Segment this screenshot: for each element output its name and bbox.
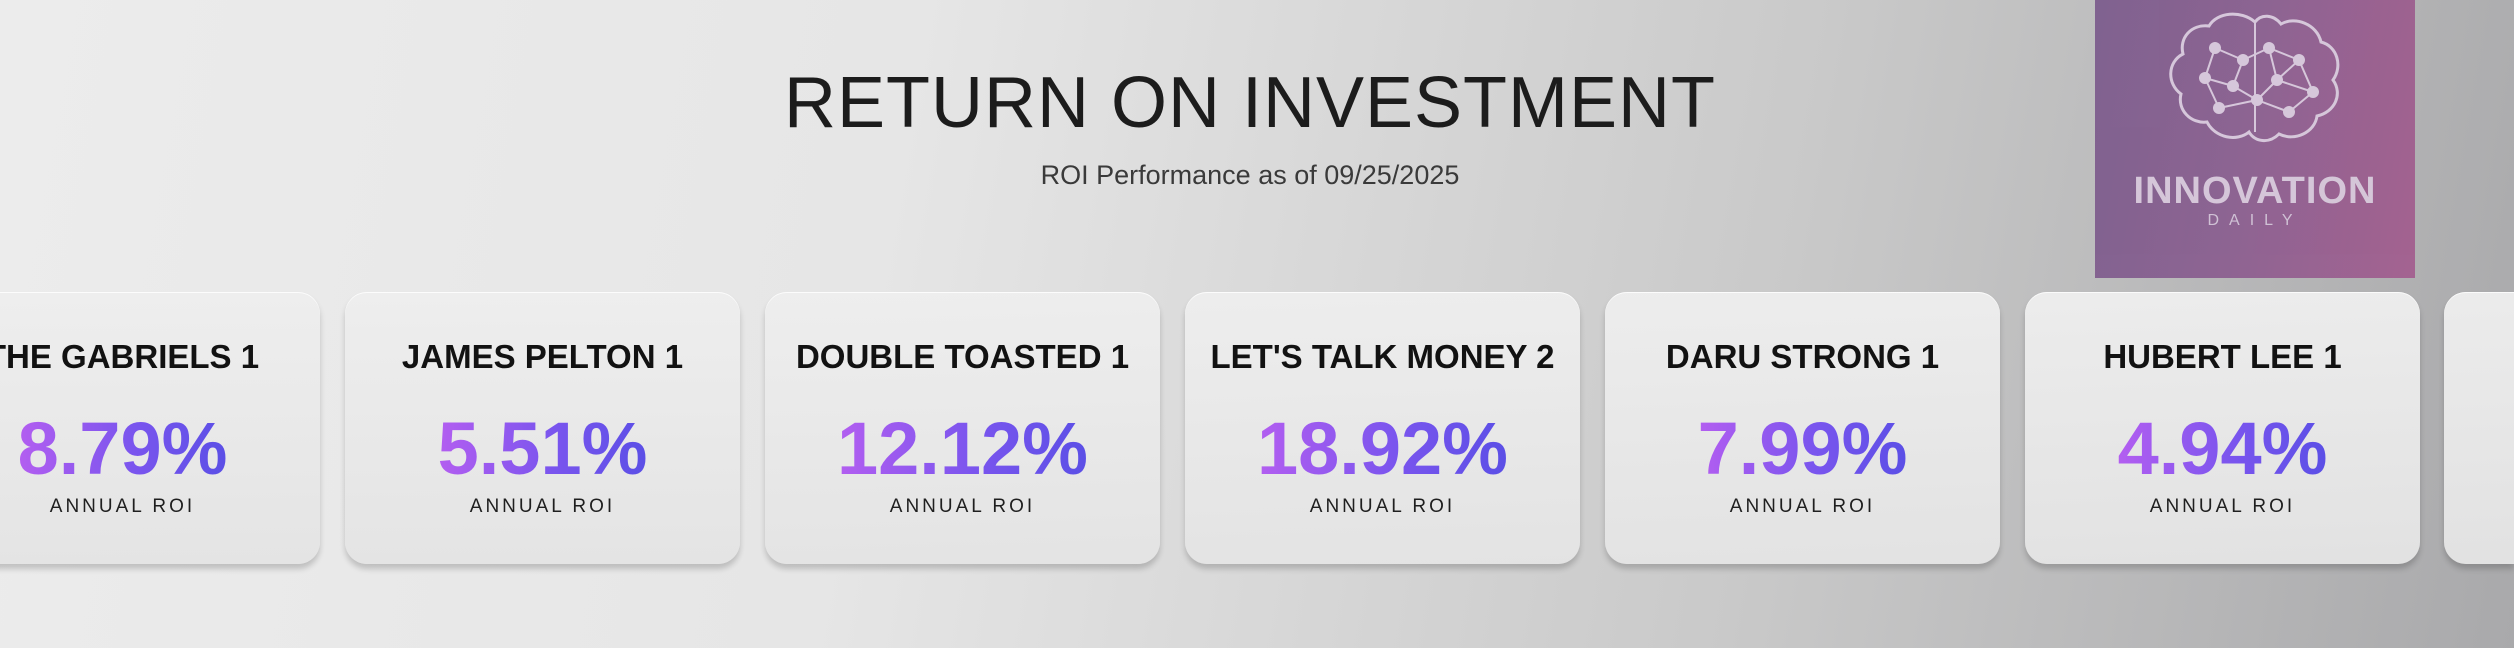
card-roi-value: 4.94% [2117,407,2328,490]
page-subtitle: ROI Performance as of 09/25/2025 [1040,160,1460,190]
card-roi-value: 5.51% [437,407,648,490]
roi-card: LET'S TALK MONEY 2 18.92% ANNUAL ROI [1185,292,1580,564]
brain-network-icon [2169,12,2340,142]
card-name: JAMES PELTON 1 [401,338,684,375]
roi-card: HUBERT LEE 1 4.94% ANNUAL ROI [2025,292,2420,564]
card-roi-value: 18.92% [1257,407,1508,490]
card-name: HUBERT LEE 1 [2103,338,2342,375]
card-label: ANNUAL ROI [2149,496,2296,517]
card-name: DARU STRONG 1 [1665,338,1940,375]
page-title: RETURN ON INVESTMENT [783,63,1717,143]
card-name: THE GABRIELS 1 [0,338,260,375]
card-label: ANNUAL ROI [469,496,616,517]
card-roi-value: 7.99% [1697,407,1908,490]
logo-name: INNOVATION [2133,170,2377,212]
roi-card: DOUBLE TOASTED 1 12.12% ANNUAL ROI [765,292,1160,564]
card-label: ANNUAL ROI [1729,496,1876,517]
logo-tagline: DAILY [2207,212,2303,229]
roi-card-partial [2444,292,2514,564]
card-roi-value: 12.12% [837,407,1088,490]
roi-card: DARU STRONG 1 7.99% ANNUAL ROI [1605,292,2000,564]
card-label: ANNUAL ROI [1309,496,1456,517]
card-label: ANNUAL ROI [49,496,196,517]
card-roi-value: 8.79% [17,407,228,490]
card-label: ANNUAL ROI [889,496,1036,517]
card-name: DOUBLE TOASTED 1 [795,338,1130,375]
innovation-daily-logo: INNOVATION DAILY [2095,0,2415,278]
roi-card: JAMES PELTON 1 5.51% ANNUAL ROI [345,292,740,564]
card-name: LET'S TALK MONEY 2 [1210,338,1555,375]
roi-card: THE GABRIELS 1 8.79% ANNUAL ROI [0,292,320,564]
